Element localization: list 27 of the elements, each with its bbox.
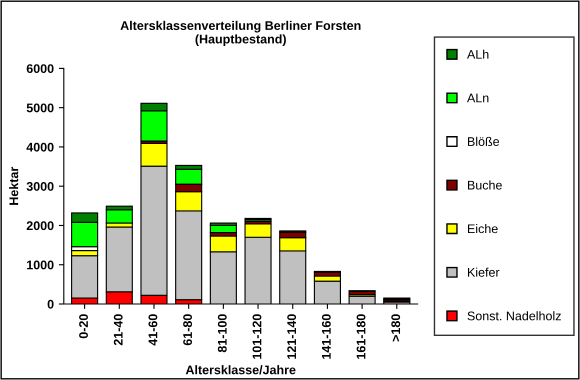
y-tick-label: 3000 (26, 182, 54, 191)
x-tick-label: 81-100 (218, 314, 227, 352)
chart-title: Altersklassenverteilung Berliner Forsten (Hauptbestand) (120, 20, 360, 46)
x-tick-label: 101-120 (252, 314, 262, 359)
x-tick-label: 141-160 (322, 314, 331, 359)
x-tick-label: 121-140 (287, 314, 296, 359)
y-tick-label: 6000 (26, 64, 54, 74)
y-axis-title: Hektar (9, 166, 18, 205)
legend-label: Sonst. Nadelholz (468, 311, 561, 320)
legend-label: Eiche (468, 224, 498, 234)
y-tick-label: 1000 (27, 260, 54, 270)
legend-label: Buche (468, 180, 502, 190)
x-tick-label: 61-80 (183, 314, 192, 346)
x-tick-label: 161-180 (356, 314, 366, 359)
x-axis-title: Altersklasse/Jahre (186, 365, 296, 374)
x-tick-label: 0-20 (79, 314, 88, 338)
y-tick-label: 5000 (26, 103, 54, 112)
legend-label: Blöße (468, 136, 500, 146)
y-tick-label: 0 (48, 300, 54, 309)
legend-label: Kiefer (468, 268, 500, 277)
y-tick-label: 4000 (26, 142, 54, 152)
x-tick-label: >180 (391, 314, 400, 342)
legend-label: ALh (466, 50, 488, 59)
x-tick-label: 41-60 (148, 314, 158, 346)
x-tick-label: 21-40 (114, 314, 123, 346)
legend-label: ALn (466, 94, 488, 102)
y-tick-label: 2000 (26, 221, 54, 230)
